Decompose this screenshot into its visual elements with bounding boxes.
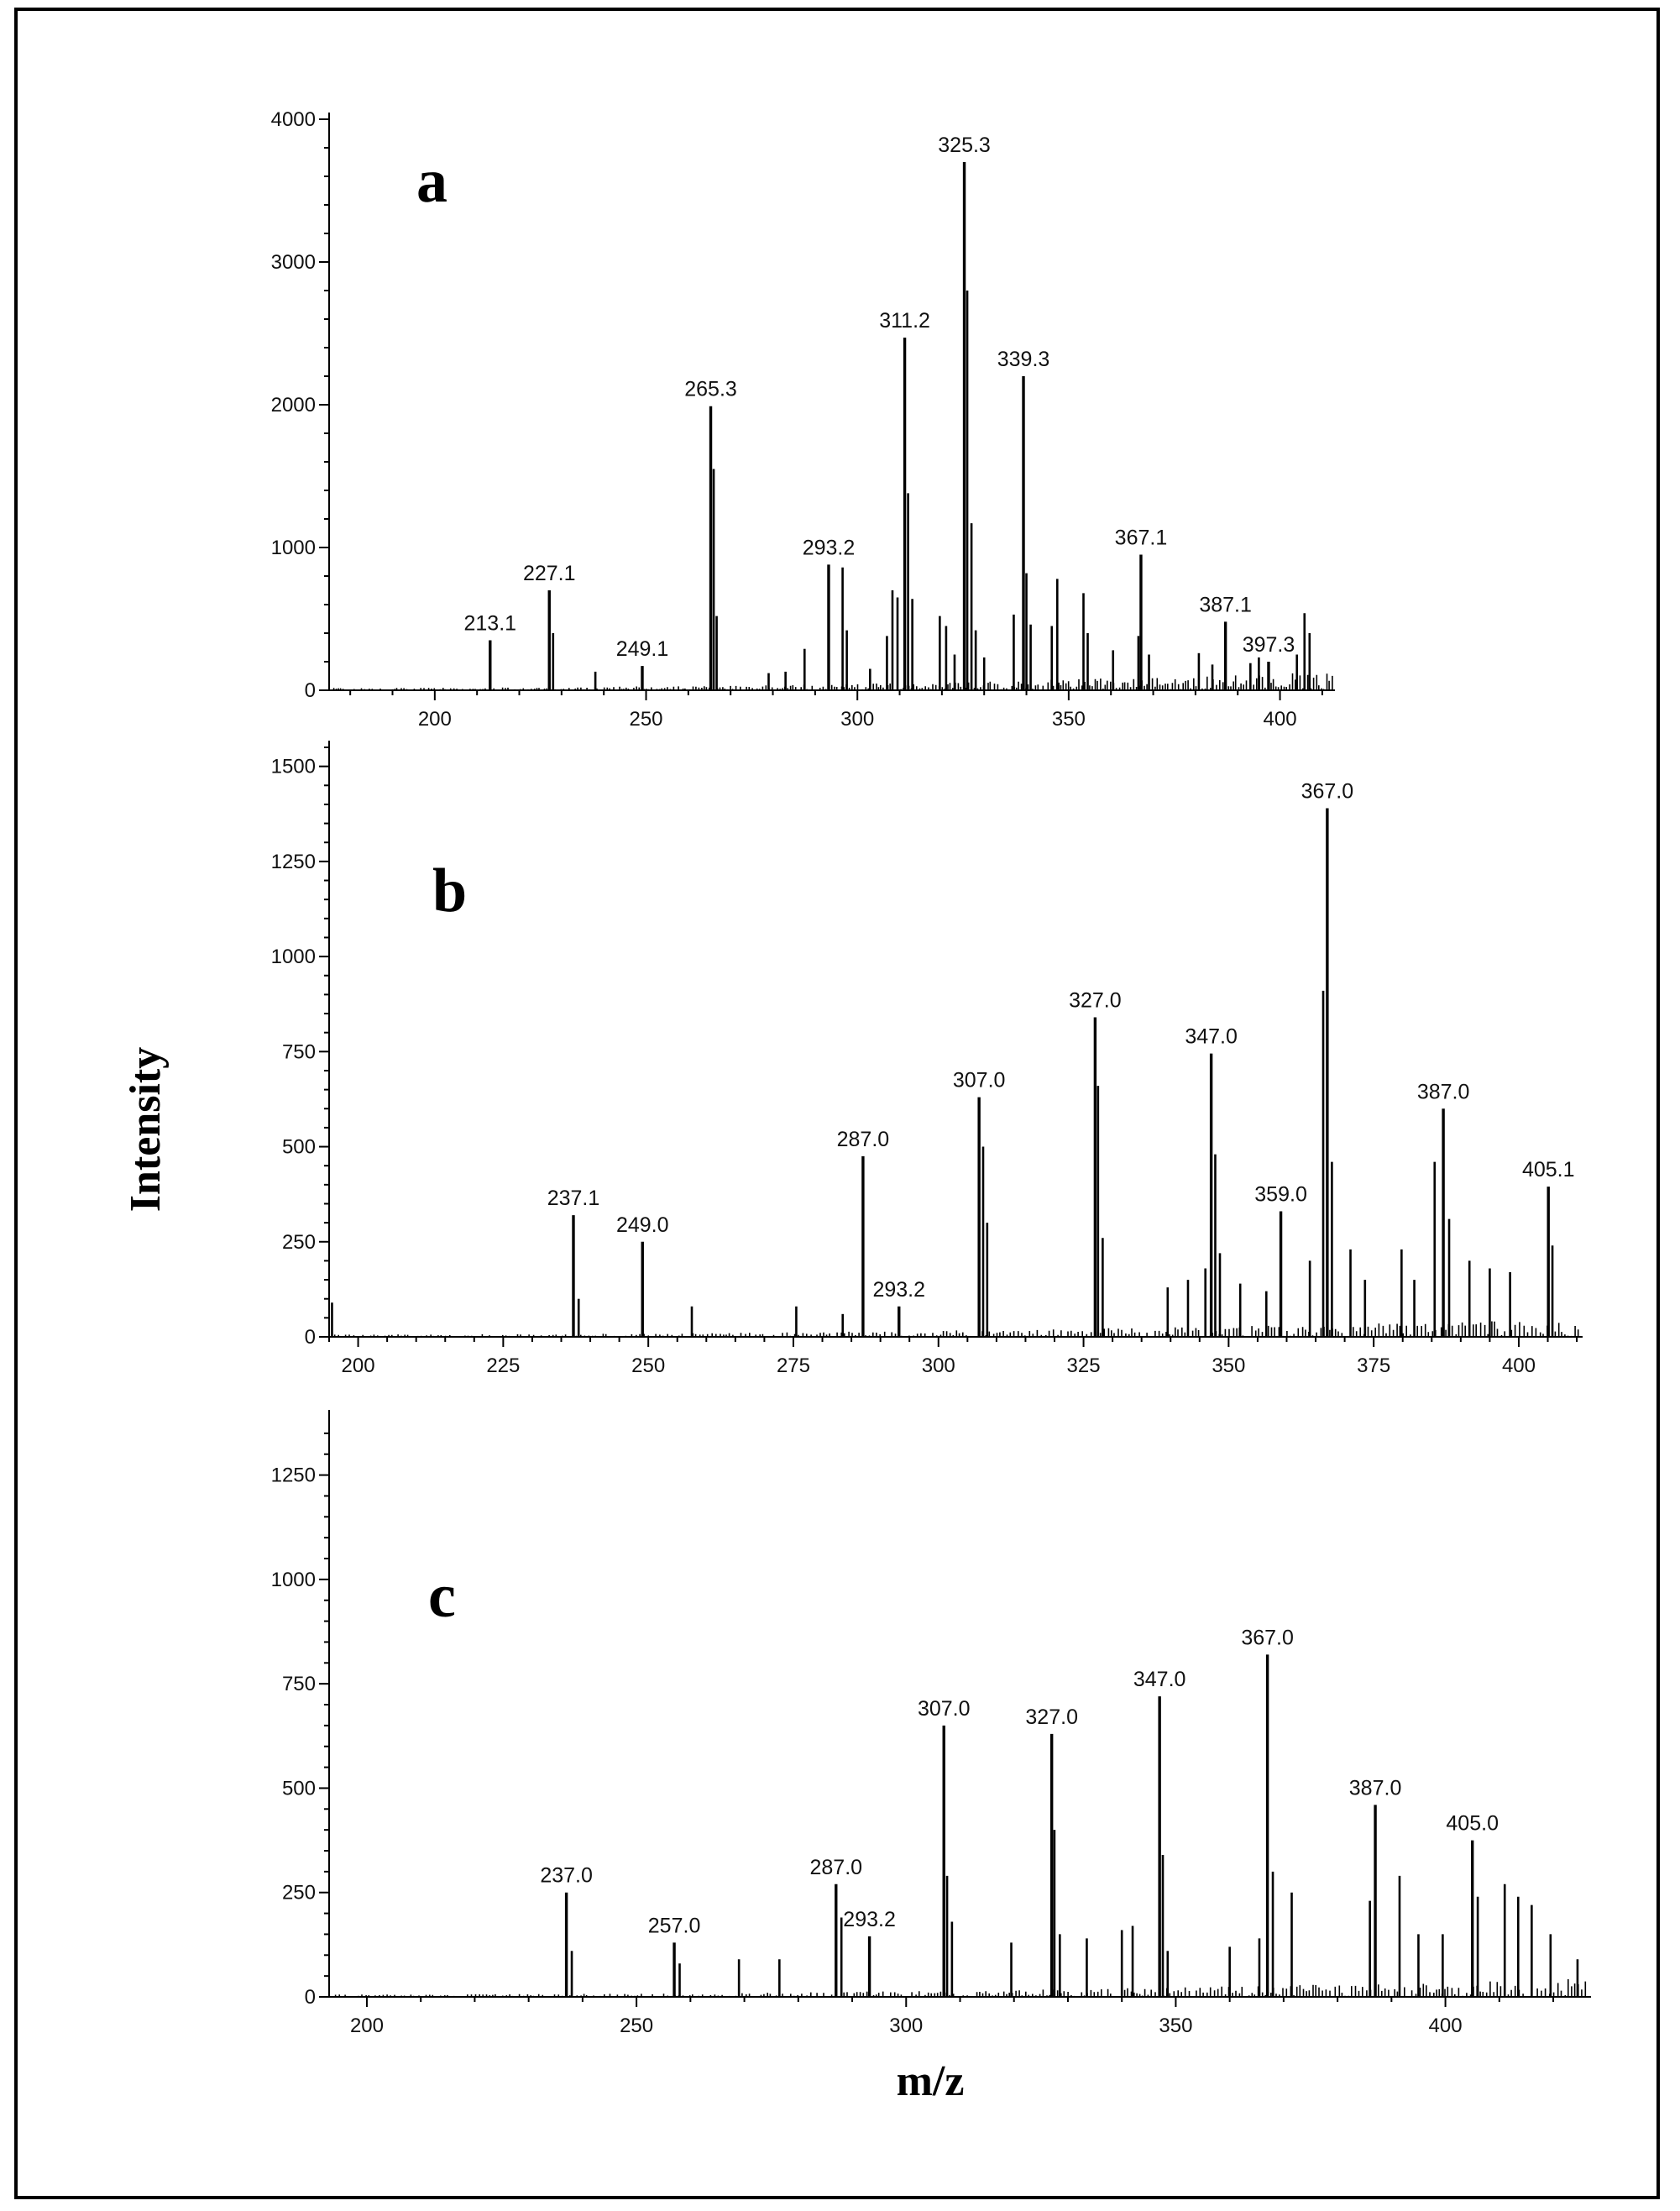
peak-label: 307.0 bbox=[953, 1069, 1006, 1092]
y-tick-label: 1250 bbox=[271, 1464, 316, 1487]
peak-label: 287.0 bbox=[837, 1128, 890, 1151]
panel-letter-a: a bbox=[416, 147, 447, 216]
y-tick-label: 750 bbox=[282, 1673, 316, 1695]
peak-label: 293.2 bbox=[872, 1278, 925, 1302]
x-tick-label: 325 bbox=[1067, 1354, 1101, 1377]
peak-label: 287.0 bbox=[809, 1856, 862, 1879]
peak-label: 347.0 bbox=[1185, 1025, 1238, 1049]
x-tick-label: 350 bbox=[1159, 2015, 1192, 2037]
y-tick-label: 250 bbox=[282, 1882, 316, 1904]
peak-label: 265.3 bbox=[684, 378, 737, 401]
x-tick-label: 275 bbox=[777, 1354, 810, 1377]
y-tick-label: 750 bbox=[282, 1040, 316, 1063]
y-tick-label: 1000 bbox=[271, 537, 316, 559]
x-tick-label: 225 bbox=[486, 1354, 520, 1377]
x-tick-label: 400 bbox=[1264, 708, 1297, 731]
y-tick-label: 2000 bbox=[271, 394, 316, 417]
y-tick-label: 1000 bbox=[271, 946, 316, 968]
y-tick-label: 1500 bbox=[271, 756, 316, 778]
y-tick-label: 250 bbox=[282, 1231, 316, 1254]
baseline-noise-trace bbox=[331, 1321, 1579, 1337]
x-tick-label: 250 bbox=[629, 708, 662, 731]
baseline-noise-trace bbox=[330, 673, 1333, 690]
peak-label: 367.1 bbox=[1115, 527, 1168, 550]
peak-label: 387.1 bbox=[1199, 593, 1252, 616]
x-axis-title: m/z bbox=[897, 2057, 965, 2105]
x-tick-label: 200 bbox=[350, 2015, 384, 2037]
peak-label: 293.2 bbox=[843, 1908, 896, 1931]
y-tick-label: 0 bbox=[305, 679, 316, 702]
panel-letter-b: b bbox=[432, 857, 467, 925]
peak-label: 237.1 bbox=[547, 1187, 600, 1210]
peak-label: 339.3 bbox=[997, 348, 1050, 371]
peak-label: 257.0 bbox=[648, 1914, 701, 1937]
peak-label: 311.2 bbox=[879, 309, 930, 333]
x-tick-label: 250 bbox=[631, 1354, 665, 1377]
y-axis-title: Intensity bbox=[122, 1047, 170, 1212]
peak-label: 237.0 bbox=[540, 1864, 593, 1888]
peak-label: 327.0 bbox=[1025, 1705, 1078, 1729]
y-tick-label: 4000 bbox=[271, 108, 316, 131]
y-tick-label: 500 bbox=[282, 1136, 316, 1159]
peak-label: 387.0 bbox=[1417, 1080, 1470, 1103]
peak-label: 347.0 bbox=[1133, 1668, 1186, 1691]
spectrum-panel-c: c 0 250 500 750 1000 1250 200 250 300 350 400 237.0 2… bbox=[271, 1410, 1591, 2037]
peak-label: 307.0 bbox=[918, 1697, 971, 1721]
peak-label: 325.3 bbox=[938, 134, 991, 157]
y-tick-label: 3000 bbox=[271, 251, 316, 274]
peak-label: 405.0 bbox=[1446, 1812, 1499, 1836]
x-tick-label: 250 bbox=[620, 2015, 653, 2037]
peak-label: 367.0 bbox=[1241, 1626, 1294, 1649]
x-tick-label: 300 bbox=[889, 2015, 923, 2037]
peak-label: 387.0 bbox=[1349, 1776, 1402, 1800]
peak-label: 359.0 bbox=[1254, 1183, 1307, 1207]
baseline-noise-trace bbox=[331, 1979, 1587, 1997]
figure-frame bbox=[14, 8, 1660, 2199]
peak-label: 397.3 bbox=[1243, 633, 1295, 657]
spectrum-panel-a: a 0 1000 2000 3000 4000 200 250 300 350 400 213.1 22… bbox=[271, 108, 1335, 731]
spectrum-panel-b: b 0 250 500 750 1000 1250 1500 200 225 250 275 300 32… bbox=[271, 741, 1583, 1377]
x-tick-label: 200 bbox=[342, 1354, 375, 1377]
x-tick-label: 300 bbox=[840, 708, 874, 731]
x-tick-label: 200 bbox=[418, 708, 452, 731]
x-tick-label: 350 bbox=[1052, 708, 1086, 731]
panel-letter-c: c bbox=[428, 1562, 456, 1631]
x-tick-label: 400 bbox=[1429, 2015, 1463, 2037]
peak-label: 213.1 bbox=[463, 612, 516, 636]
x-tick-label: 300 bbox=[922, 1354, 955, 1377]
peak-label: 249.1 bbox=[616, 637, 669, 661]
y-tick-label: 1250 bbox=[271, 851, 316, 873]
y-tick-label: 500 bbox=[282, 1777, 316, 1800]
peak-label: 327.0 bbox=[1069, 989, 1122, 1013]
peak-label: 227.1 bbox=[523, 562, 576, 585]
peak-label: 249.0 bbox=[616, 1213, 669, 1237]
x-tick-label: 400 bbox=[1502, 1354, 1536, 1377]
peak-label: 405.1 bbox=[1522, 1158, 1575, 1181]
peak-label: 293.2 bbox=[803, 536, 856, 559]
y-tick-label: 0 bbox=[305, 1326, 316, 1349]
y-tick-label: 0 bbox=[305, 1986, 316, 2009]
x-tick-label: 350 bbox=[1212, 1354, 1245, 1377]
peak-label: 367.0 bbox=[1301, 779, 1354, 803]
x-tick-label: 375 bbox=[1357, 1354, 1390, 1377]
y-tick-label: 1000 bbox=[271, 1569, 316, 1591]
